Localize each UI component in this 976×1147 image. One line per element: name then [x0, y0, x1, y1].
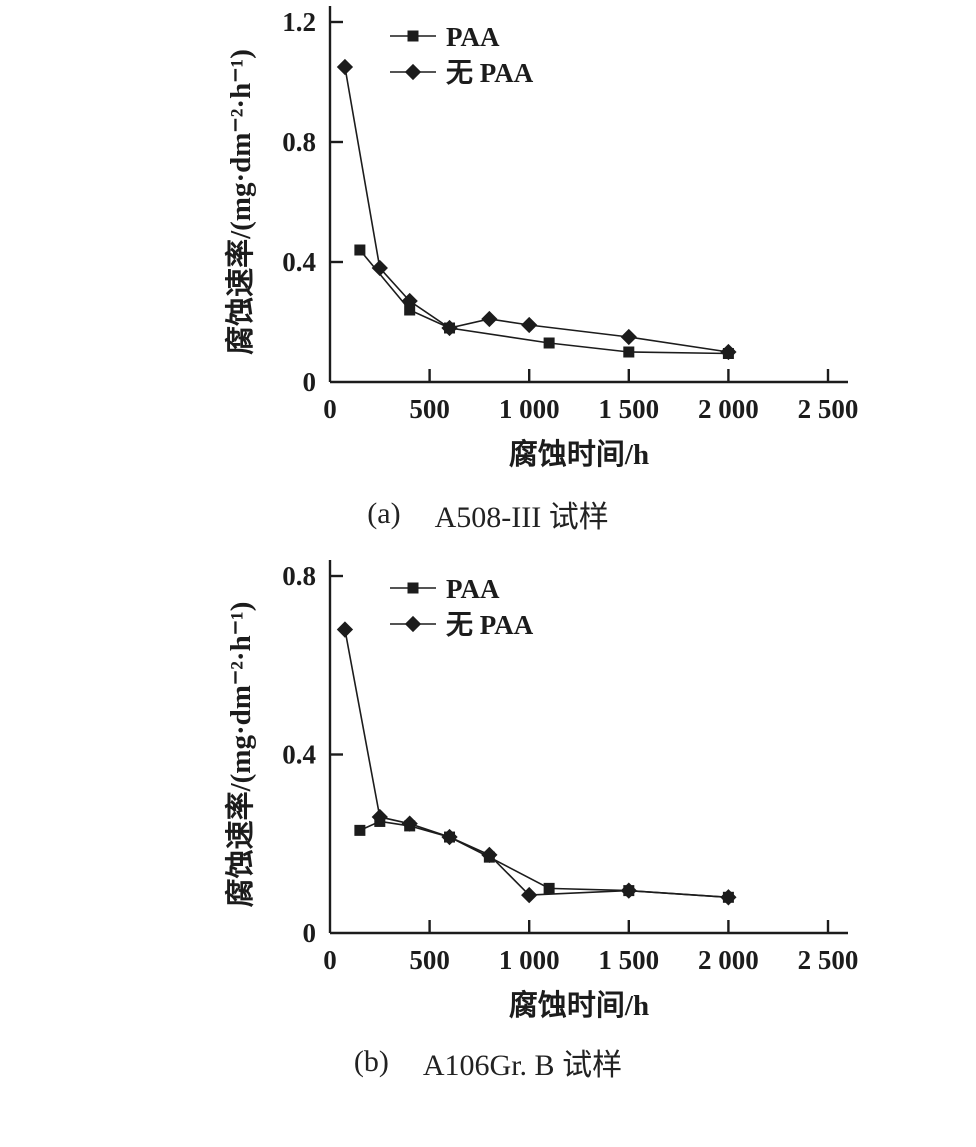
x-tick-label: 1 000 [499, 394, 560, 424]
series-1-marker-diamond [371, 808, 388, 826]
x-tick-label: 500 [409, 394, 450, 424]
series-0-marker-square [404, 304, 416, 316]
x-axis-label: 腐蚀时间/h [509, 989, 649, 1022]
chart-a: 0 0.4 0.8 1.2 0 500 1 000 1 500 2 000 2 500 PAA 无 P… [223, 6, 859, 471]
legend-marker-diamond [404, 63, 422, 81]
caption-a-index: (a) [367, 497, 401, 530]
legend-marker-square [407, 582, 419, 594]
series-1-marker-diamond [481, 310, 498, 328]
x-axis-label: 腐蚀时间/h [509, 438, 649, 471]
series-0-marker-square [623, 346, 635, 358]
x-tick-label: 1 500 [598, 945, 659, 975]
series-1-marker-diamond [336, 621, 354, 638]
x-tick-label: 2 000 [698, 945, 759, 975]
series-1-marker-diamond [620, 882, 637, 899]
series-0-marker-square [354, 824, 366, 836]
y-tick-label: 1.2 [282, 7, 316, 37]
series-1-marker-diamond [720, 343, 737, 361]
caption-a-label: A508-III 试样 [434, 501, 609, 534]
chart-b: 0 0.4 0.8 0 500 1 000 1 500 2 000 2 500 PAA 无 PAA 腐… [223, 560, 859, 1022]
legend-label: 无 PAA [446, 58, 534, 88]
legend-label: 无 PAA [446, 610, 534, 640]
series-0-marker-square [543, 882, 555, 894]
x-tick-label: 2 500 [798, 945, 859, 975]
series-1-marker-diamond [521, 886, 538, 904]
y-tick-label: 0 [303, 918, 317, 948]
series-1-marker-diamond [620, 328, 637, 346]
legend-label: PAA [446, 22, 500, 52]
legend-marker-square [407, 30, 419, 42]
series-1-marker-diamond [481, 846, 498, 864]
series-1-marker-diamond [401, 815, 418, 832]
series-0-line [359, 249, 729, 355]
x-tick-label: 500 [409, 945, 450, 975]
series-1-line [344, 66, 729, 353]
y-tick-label: 0 [303, 367, 317, 397]
panel-b: 0 0.4 0.8 0 500 1 000 1 500 2 000 2 500 PAA 无 PAA 腐… [0, 548, 976, 1096]
series-1-marker-diamond [336, 58, 354, 76]
x-tick-label: 1 000 [499, 945, 560, 975]
series-1-marker-diamond [441, 319, 458, 337]
y-tick-label: 0.8 [282, 561, 316, 591]
series-1-marker-diamond [371, 259, 388, 277]
series-1-marker-diamond [401, 292, 418, 310]
x-tick-label: 0 [323, 394, 337, 424]
x-tick-label: 0 [323, 945, 337, 975]
y-tick-label: 0.8 [282, 127, 316, 157]
caption-b-index: (b) [353, 1045, 389, 1078]
series-1-marker-diamond [521, 316, 538, 334]
series-0-marker-square [543, 337, 555, 349]
legend-marker-diamond [404, 615, 422, 633]
panel-a: 0 0.4 0.8 1.2 0 500 1 000 1 500 2 000 2 500 PAA 无 P… [0, 0, 976, 548]
series-1-line [344, 629, 729, 899]
series-1-marker-diamond [441, 828, 458, 846]
y-axis-label: 腐蚀速率/(mg·dm⁻²·h⁻¹) [223, 602, 257, 908]
x-tick-label: 1 500 [598, 394, 659, 424]
x-tick-label: 2 500 [798, 394, 859, 424]
legend-label: PAA [446, 574, 500, 604]
x-tick-label: 2 000 [698, 394, 759, 424]
series-0-marker-square [354, 244, 366, 256]
caption-a: (a) A508-III 试样 [0, 480, 976, 548]
caption-b-label: A106Gr. B 试样 [422, 1049, 623, 1082]
y-tick-label: 0.4 [282, 247, 316, 277]
y-tick-label: 0.4 [282, 740, 316, 770]
caption-b: (b) A106Gr. B 试样 [0, 1028, 976, 1096]
y-axis-label: 腐蚀速率/(mg·dm⁻²·h⁻¹) [223, 49, 257, 355]
series-1-marker-diamond [720, 889, 737, 906]
